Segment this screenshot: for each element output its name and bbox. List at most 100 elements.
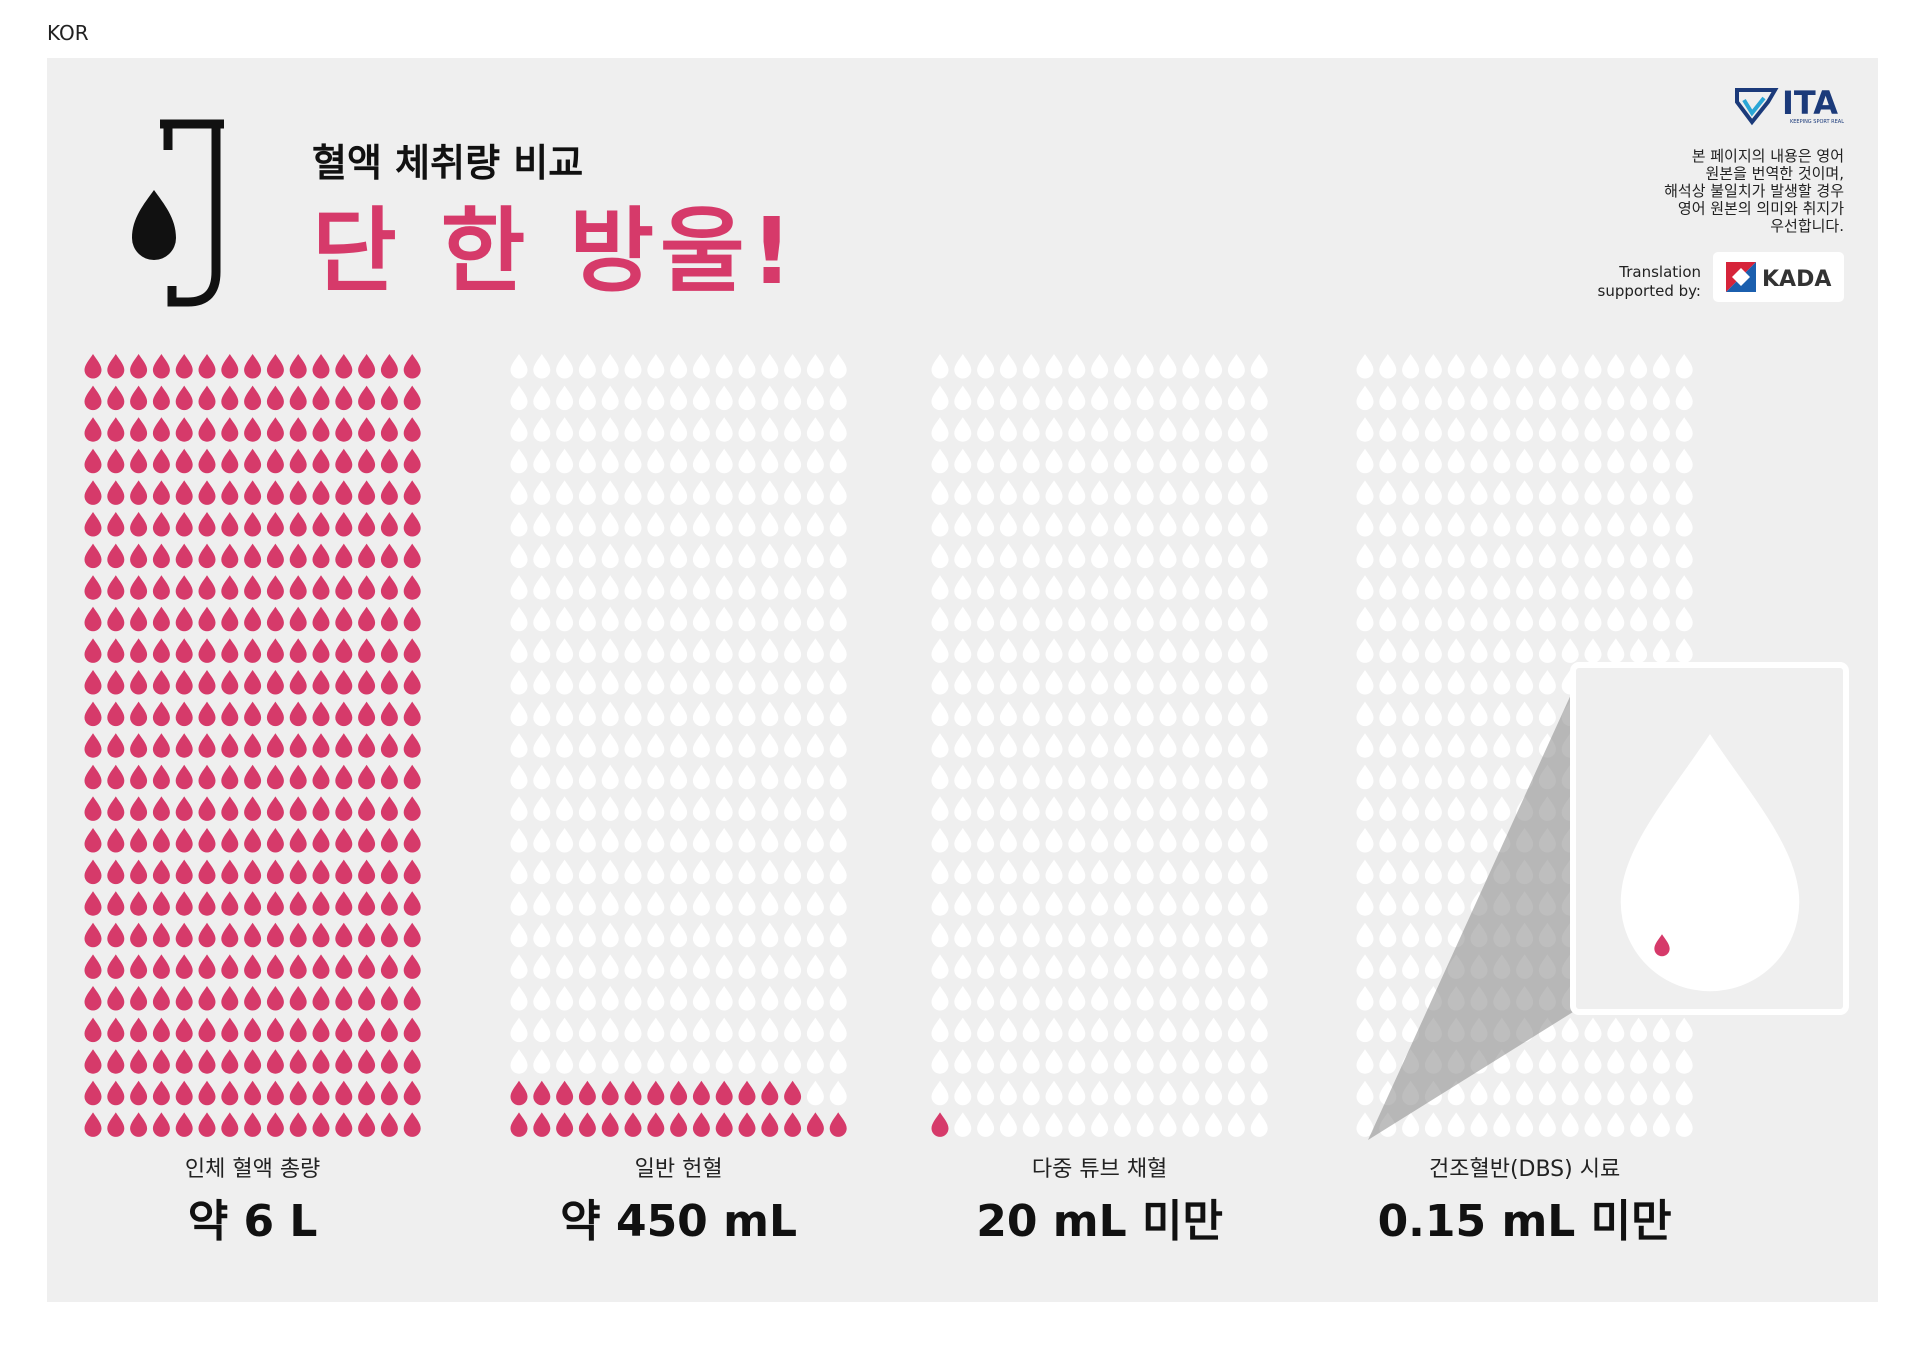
- drop: [670, 954, 688, 979]
- drop: [977, 859, 995, 885]
- drop: [1227, 354, 1245, 379]
- drop: [1447, 512, 1465, 537]
- drop: [977, 480, 995, 505]
- drop: [1356, 448, 1374, 474]
- language: KOR: [47, 21, 89, 45]
- drop: [1561, 606, 1579, 632]
- drop: [829, 954, 847, 979]
- drop: [403, 480, 421, 505]
- drop: [358, 1049, 376, 1074]
- drop: [670, 891, 688, 916]
- drop: [1022, 954, 1040, 979]
- drop: [624, 1112, 642, 1137]
- drop: [1091, 828, 1109, 853]
- drop: [784, 417, 802, 442]
- drop: [1356, 575, 1374, 600]
- drop: [84, 512, 102, 537]
- drop: [1675, 448, 1693, 474]
- drop: [1470, 701, 1488, 727]
- drop: [335, 1080, 353, 1106]
- drop: [221, 1112, 239, 1137]
- drop: [1182, 1017, 1200, 1043]
- drop: [1447, 828, 1465, 853]
- drop: [806, 606, 824, 632]
- drop: [829, 480, 847, 505]
- drop: [738, 354, 756, 379]
- drop: [107, 764, 125, 790]
- drop: [1356, 764, 1374, 790]
- drop: [647, 954, 665, 979]
- drop: [1227, 385, 1245, 411]
- drop: [784, 385, 802, 411]
- drop: [761, 385, 779, 411]
- drop: [738, 670, 756, 695]
- drop: [84, 733, 102, 758]
- drop: [1091, 922, 1109, 948]
- drop: [1424, 922, 1442, 948]
- drop: [692, 1112, 710, 1137]
- drop: [1250, 733, 1268, 758]
- drop: [624, 1017, 642, 1043]
- drop: [761, 1112, 779, 1137]
- drop: [152, 638, 170, 663]
- drop: [829, 417, 847, 442]
- drop: [1675, 543, 1693, 569]
- drop: [1136, 1049, 1154, 1074]
- drop: [510, 543, 528, 569]
- drop: [358, 1080, 376, 1106]
- drop: [1447, 638, 1465, 663]
- drop: [107, 606, 125, 632]
- drop: [999, 828, 1017, 853]
- drop: [1068, 1112, 1086, 1137]
- drop: [578, 1017, 596, 1043]
- drop: [1227, 575, 1245, 600]
- drop: [1045, 512, 1063, 537]
- drop: [335, 480, 353, 505]
- drop: [1068, 385, 1086, 411]
- drop: [1182, 986, 1200, 1011]
- drop: [289, 954, 307, 979]
- drop: [578, 986, 596, 1011]
- drop: [312, 354, 330, 379]
- drop: [403, 448, 421, 474]
- drop: [806, 417, 824, 442]
- drop: [533, 417, 551, 442]
- drop: [130, 448, 148, 474]
- drop: [198, 828, 216, 853]
- drop: [289, 1080, 307, 1106]
- drop: [107, 796, 125, 821]
- drop: [1227, 670, 1245, 695]
- drop: [1561, 417, 1579, 442]
- drop: [1424, 764, 1442, 790]
- drop: [601, 733, 619, 758]
- drop: [510, 1112, 528, 1137]
- drop: [175, 764, 193, 790]
- drop: [1379, 701, 1397, 727]
- drop: [130, 1017, 148, 1043]
- drop: [244, 575, 262, 600]
- drop: [1205, 954, 1223, 979]
- drop: [999, 1049, 1017, 1074]
- drop: [1379, 1049, 1397, 1074]
- drop: [556, 701, 574, 727]
- drop: [1227, 828, 1245, 853]
- drop: [1516, 606, 1534, 632]
- drop: [1250, 417, 1268, 442]
- drop: [1091, 859, 1109, 885]
- drop: [1538, 606, 1556, 632]
- drop: [1607, 448, 1625, 474]
- drop: [335, 638, 353, 663]
- drop: [738, 385, 756, 411]
- drop: [198, 1017, 216, 1043]
- drop: [1584, 448, 1602, 474]
- drop: [1113, 354, 1131, 379]
- drop: [601, 606, 619, 632]
- drop: [1356, 701, 1374, 727]
- drop: [1447, 701, 1465, 727]
- drop: [715, 954, 733, 979]
- drop: [380, 543, 398, 569]
- drop: [784, 891, 802, 916]
- drop: [380, 606, 398, 632]
- drop: [198, 670, 216, 695]
